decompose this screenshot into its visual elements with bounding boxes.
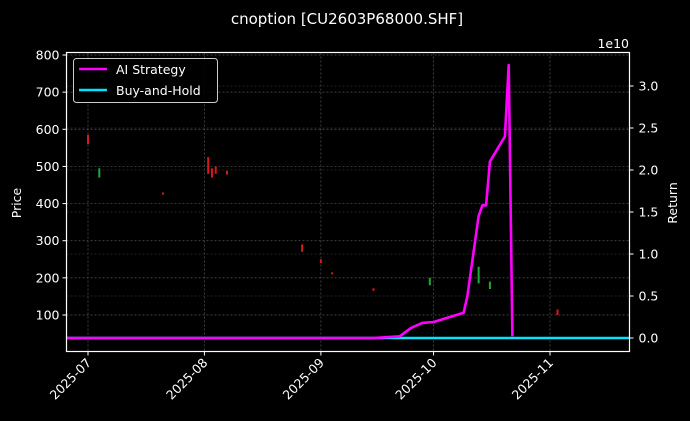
y-tick-label: 700 xyxy=(36,85,60,100)
x-tick-label: 2025-10 xyxy=(392,355,440,403)
candle xyxy=(477,266,480,284)
candle xyxy=(301,244,304,252)
y2-tick-label: 1.5 xyxy=(639,205,659,220)
chart-title: cnoption [CU2603P68000.SHF] xyxy=(231,10,463,28)
candle xyxy=(98,168,101,178)
y-axis-left: 100 200 300 400 500 600 700 800 xyxy=(36,48,67,323)
y2-tick-label: 1.0 xyxy=(639,247,659,262)
x-tick-label: 2025-07 xyxy=(47,355,95,403)
legend-label-bh: Buy-and-Hold xyxy=(116,83,201,98)
ai-strategy-line xyxy=(66,63,514,340)
candle xyxy=(87,134,89,145)
candle xyxy=(162,192,165,195)
y-axis-label: Price xyxy=(9,187,24,218)
legend: AI Strategy Buy-and-Hold xyxy=(73,58,218,103)
candle xyxy=(214,166,217,174)
candle xyxy=(428,277,431,286)
y2-tick-label: 2.0 xyxy=(639,163,659,178)
candle xyxy=(331,272,334,275)
y-tick-label: 200 xyxy=(36,270,60,285)
y-tick-label: 800 xyxy=(36,48,60,63)
candle xyxy=(207,157,210,174)
y-tick-label: 600 xyxy=(36,122,60,137)
y2-tick-label: 0.0 xyxy=(639,331,659,346)
candle xyxy=(225,170,228,175)
y2-axis-label: Return xyxy=(665,182,680,223)
candle xyxy=(319,259,322,263)
candle xyxy=(210,168,213,178)
legend-label-ai: AI Strategy xyxy=(116,62,186,77)
series-lines xyxy=(66,63,630,340)
x-tick-label: 2025-09 xyxy=(279,355,327,403)
x-axis: 2025-07 2025-08 2025-09 2025-10 2025-11 xyxy=(47,351,557,403)
y-tick-label: 500 xyxy=(36,159,60,174)
y-axis-right: 0.0 0.5 1.0 1.5 2.0 2.5 3.0 xyxy=(629,79,659,346)
candle xyxy=(488,281,491,289)
candle xyxy=(372,288,375,291)
y-tick-label: 100 xyxy=(36,308,60,323)
y2-offset-text: 1e10 xyxy=(597,36,629,51)
candle xyxy=(556,309,559,315)
candlesticks xyxy=(87,134,559,315)
x-tick-label: 2025-11 xyxy=(509,355,557,403)
y2-tick-label: 2.5 xyxy=(639,121,659,136)
plot-frame xyxy=(65,51,631,353)
y2-tick-label: 0.5 xyxy=(639,289,659,304)
y-tick-label: 400 xyxy=(36,196,60,211)
y-tick-label: 300 xyxy=(36,233,60,248)
y2-tick-label: 3.0 xyxy=(639,79,659,94)
x-tick-label: 2025-08 xyxy=(163,355,211,403)
